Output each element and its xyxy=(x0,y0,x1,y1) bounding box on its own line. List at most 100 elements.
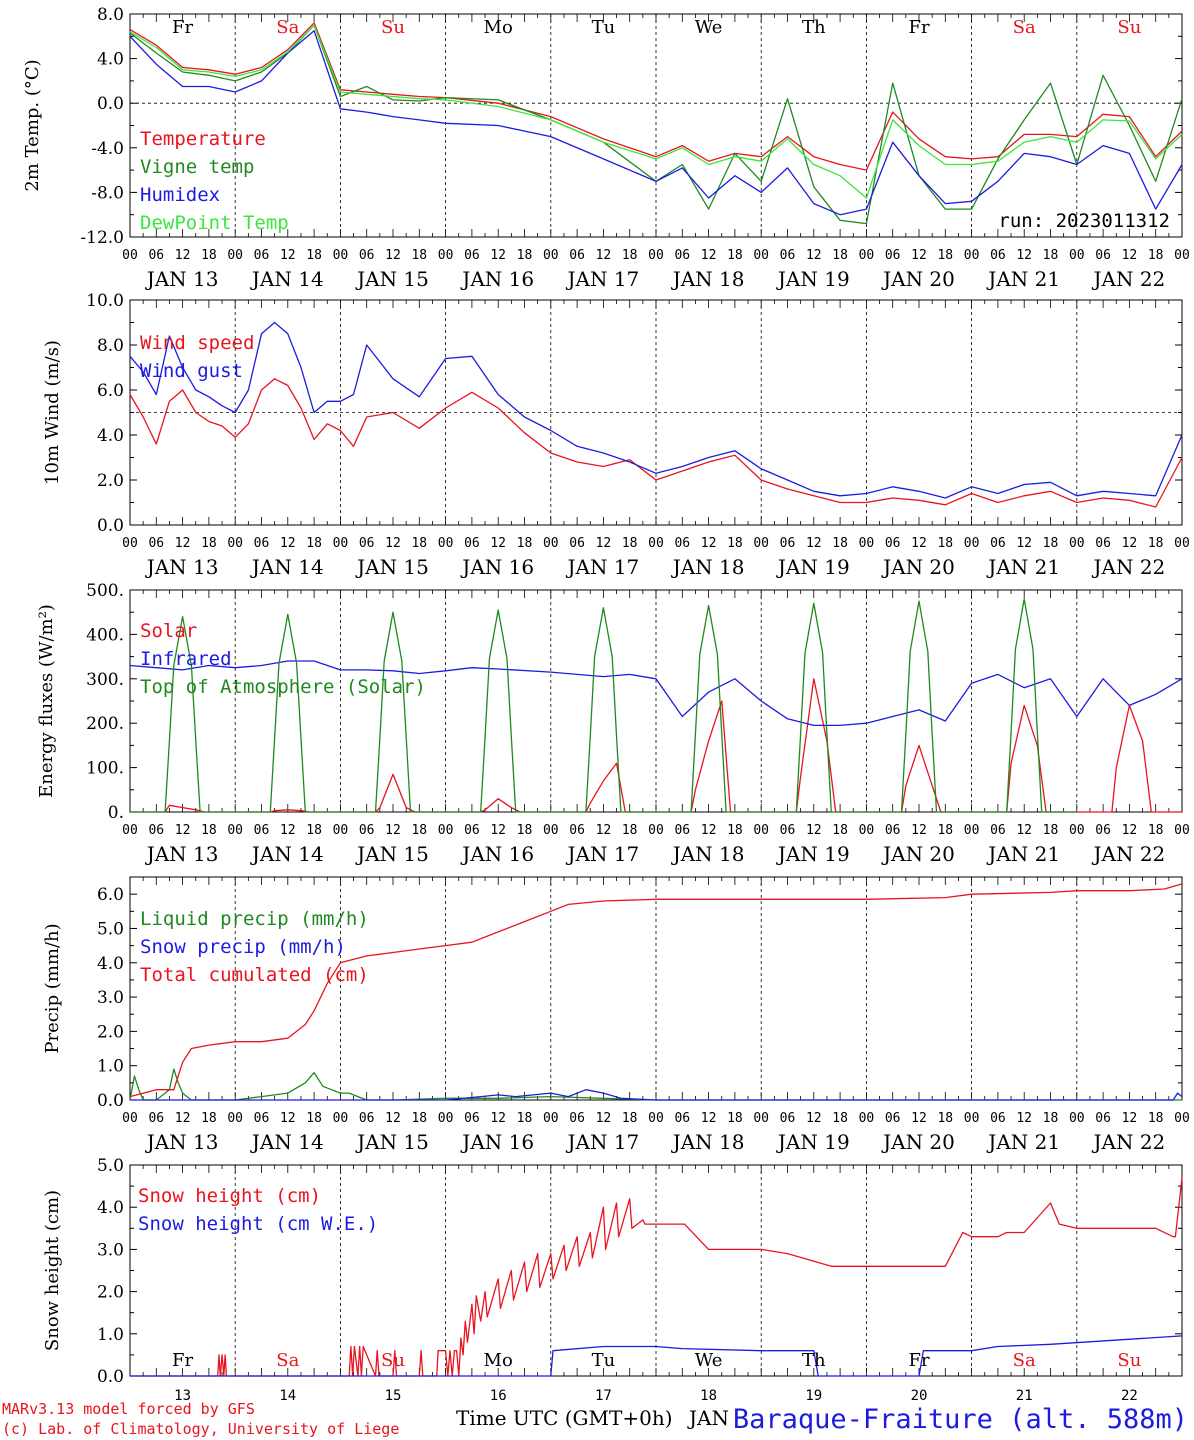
hour-tick-label: 12 xyxy=(385,823,401,838)
hour-tick-label: 00 xyxy=(333,248,349,263)
date-label: JAN 18 xyxy=(671,1130,745,1154)
hour-tick-label: 18 xyxy=(622,248,638,263)
hour-tick-label: 12 xyxy=(596,536,612,551)
hour-tick-label: 00 xyxy=(333,536,349,551)
hour-tick-label: 06 xyxy=(359,248,375,263)
day-label: Tu xyxy=(592,17,616,38)
y-tick-label: 3.0 xyxy=(97,1240,124,1260)
legend-entry: Wind speed xyxy=(140,332,254,354)
date-label: JAN 21 xyxy=(986,1130,1060,1154)
y-tick-label: 2.0 xyxy=(97,1283,124,1303)
y-axis-label: Energy fluxes (W/m²) xyxy=(36,604,57,798)
hour-tick-label: 18 xyxy=(622,1111,638,1126)
y-tick-label: 8.0 xyxy=(97,5,124,25)
y-axis-label: Snow height (cm) xyxy=(42,1190,63,1351)
date-label: JAN 20 xyxy=(881,1130,955,1154)
hour-tick-label: 18 xyxy=(1148,823,1164,838)
hour-tick-label: 12 xyxy=(385,536,401,551)
y-tick-label: 4.0 xyxy=(97,954,124,974)
hour-tick-label: 18 xyxy=(517,248,533,263)
y-tick-label: -8.0 xyxy=(91,183,124,203)
hour-tick-label: 00 xyxy=(333,823,349,838)
day-label: Tu xyxy=(592,1350,616,1371)
day-label: Sa xyxy=(1013,17,1036,38)
hour-tick-label: 00 xyxy=(964,536,980,551)
y-tick-label: 4.0 xyxy=(97,426,124,446)
hour-tick-label: 00 xyxy=(227,1111,243,1126)
hour-tick-label: 12 xyxy=(175,823,191,838)
hour-tick-label: 18 xyxy=(306,1111,322,1126)
hour-tick-label: 12 xyxy=(911,1111,927,1126)
hour-tick-label: 12 xyxy=(175,1111,191,1126)
hour-tick-label: 00 xyxy=(227,823,243,838)
hour-tick-label: 06 xyxy=(885,823,901,838)
date-label: JAN 15 xyxy=(355,555,429,579)
y-tick-label: 400. xyxy=(86,625,124,645)
hour-tick-label: 18 xyxy=(832,536,848,551)
hour-tick-label: 06 xyxy=(780,536,796,551)
hour-tick-label: 18 xyxy=(727,248,743,263)
legend-entry: Liquid precip (mm/h) xyxy=(140,908,369,930)
legend-entry: Wind gust xyxy=(140,360,243,382)
hour-tick-label: 18 xyxy=(937,536,953,551)
hour-tick-label: 12 xyxy=(596,823,612,838)
date-label: 14 xyxy=(279,1388,296,1404)
hour-tick-label: 06 xyxy=(990,536,1006,551)
date-label: JAN 19 xyxy=(776,555,850,579)
y-tick-label: 500. xyxy=(86,581,124,601)
y-tick-label: 4.0 xyxy=(97,1198,124,1218)
hour-tick-label: 00 xyxy=(122,823,138,838)
hour-tick-label: 12 xyxy=(806,1111,822,1126)
date-label: 19 xyxy=(805,1388,822,1404)
hour-tick-label: 18 xyxy=(306,248,322,263)
hour-tick-label: 06 xyxy=(464,248,480,263)
day-label: Sa xyxy=(276,17,299,38)
date-label: 13 xyxy=(174,1388,191,1404)
hour-tick-label: 06 xyxy=(569,248,585,263)
series-line-snow-height-cm- xyxy=(130,1177,1183,1377)
hour-tick-label: 00 xyxy=(122,536,138,551)
panel-4: 6.0 5.0 4.0 3.0 2.0 1.0 0.0 Precip (mm/h) Liquid… xyxy=(42,876,1190,1154)
hour-tick-label: 00 xyxy=(964,1111,980,1126)
series-line-top-of-atmosphere-solar- xyxy=(130,598,1077,813)
hour-tick-label: 06 xyxy=(1095,1111,1111,1126)
hour-tick-label: 12 xyxy=(280,248,296,263)
y-tick-label: 6.0 xyxy=(97,885,124,905)
series-line-wind-gust xyxy=(129,321,1183,499)
hour-tick-label: 00 xyxy=(122,248,138,263)
hour-tick-label: 18 xyxy=(201,248,217,263)
run-label: run: 2023011312 xyxy=(998,210,1170,232)
hour-tick-label: 00 xyxy=(859,1111,875,1126)
date-label: JAN 13 xyxy=(145,842,219,866)
hour-tick-label: 18 xyxy=(832,1111,848,1126)
hour-tick-label: 00 xyxy=(438,1111,454,1126)
series-line-snow-precip-mm-h- xyxy=(130,1089,1183,1101)
hour-tick-label: 00 xyxy=(964,248,980,263)
hour-tick-label: 06 xyxy=(148,1111,164,1126)
hour-tick-label: 06 xyxy=(990,1111,1006,1126)
hour-tick-label: 12 xyxy=(1016,1111,1032,1126)
y-tick-label: 0. xyxy=(108,803,124,823)
y-tick-label: 3.0 xyxy=(97,988,124,1008)
date-label: JAN 14 xyxy=(250,267,324,291)
hour-tick-label: 18 xyxy=(517,536,533,551)
panel-1: 8.0 4.0 0.0 -4.0 -8.0 -12.0 2m Temp. (°C) Tempe… xyxy=(22,5,1190,291)
hour-tick-label: 00 xyxy=(543,536,559,551)
hour-tick-label: 06 xyxy=(254,248,270,263)
hour-tick-label: 12 xyxy=(701,1111,717,1126)
hour-tick-label: 00 xyxy=(1069,1111,1085,1126)
legend-entry: DewPoint Temp xyxy=(140,212,289,234)
y-tick-label: 4.0 xyxy=(97,50,124,70)
hour-tick-label: 06 xyxy=(990,248,1006,263)
day-label: Su xyxy=(381,1350,405,1371)
y-tick-label: 0.0 xyxy=(97,516,124,536)
hour-tick-label: 18 xyxy=(727,823,743,838)
hour-tick-label: 12 xyxy=(596,1111,612,1126)
hour-tick-label: 06 xyxy=(569,536,585,551)
date-label: JAN 14 xyxy=(250,842,324,866)
hour-tick-label: 00 xyxy=(438,823,454,838)
hour-tick-label: 06 xyxy=(464,536,480,551)
hour-tick-label: 12 xyxy=(1122,248,1138,263)
hour-tick-label: 18 xyxy=(937,248,953,263)
hour-tick-label: 06 xyxy=(148,823,164,838)
